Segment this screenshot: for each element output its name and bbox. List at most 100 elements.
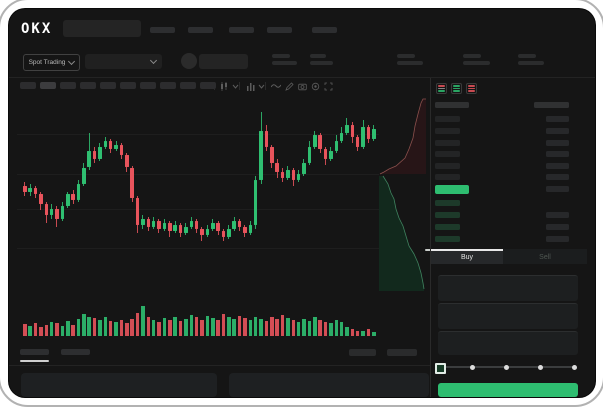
- ask-price-row[interactable]: [435, 116, 460, 122]
- slider-stop-dot[interactable]: [470, 364, 475, 370]
- slider-stop-dot[interactable]: [572, 364, 577, 370]
- ask-price-row[interactable]: [435, 140, 460, 146]
- slider-handle[interactable]: [435, 363, 446, 374]
- line-tool-icon[interactable]: [271, 81, 281, 91]
- tab-buy[interactable]: Buy: [431, 249, 503, 264]
- book-row-dash: [438, 90, 445, 92]
- candle: [130, 167, 134, 199]
- timeframe-button[interactable]: [200, 82, 216, 89]
- ask-amount: [546, 174, 569, 180]
- volume-bar: [259, 319, 263, 336]
- volume-bar: [227, 316, 231, 336]
- nav-item[interactable]: [188, 27, 213, 33]
- chart-bottom-tab[interactable]: [20, 349, 49, 355]
- volume-bar: [253, 317, 258, 336]
- volume-bar: [302, 318, 306, 336]
- candle: [184, 226, 188, 233]
- bottom-divider: [9, 365, 430, 366]
- volume-bar: [55, 323, 59, 336]
- volume-bar: [178, 321, 183, 336]
- volume-bar: [361, 331, 365, 336]
- book-row-dash: [453, 85, 460, 87]
- candle: [82, 167, 86, 184]
- camera-icon[interactable]: [297, 81, 307, 91]
- bid-price-row[interactable]: [435, 236, 460, 242]
- book-row-dash: [453, 90, 460, 92]
- ask-price-row[interactable]: [435, 163, 460, 169]
- bottom-right-button[interactable]: [349, 349, 376, 356]
- candle: [372, 128, 376, 139]
- timeframe-button[interactable]: [140, 82, 156, 89]
- slider-stop-dot[interactable]: [504, 364, 509, 370]
- volume-bar: [135, 312, 140, 336]
- coin-avatar[interactable]: [181, 53, 197, 69]
- bid-price-row[interactable]: [435, 224, 460, 230]
- toolbar-divider: [265, 82, 266, 90]
- pair-selector[interactable]: [85, 54, 162, 69]
- candle: [103, 140, 107, 147]
- settings-icon[interactable]: [310, 81, 320, 91]
- candlestick-chart[interactable]: [9, 97, 429, 347]
- bottom-right-button[interactable]: [387, 349, 417, 356]
- candle: [71, 194, 75, 201]
- market-type-selector[interactable]: Spot Trading: [23, 54, 80, 71]
- candle: [243, 226, 247, 233]
- ask-price-row[interactable]: [435, 174, 460, 180]
- timeframe-button[interactable]: [100, 82, 116, 89]
- nav-item[interactable]: [229, 27, 254, 33]
- slider-stop-dot[interactable]: [538, 364, 543, 370]
- candle-chart-icon[interactable]: [219, 81, 229, 91]
- candle: [280, 171, 285, 178]
- timeframe-button[interactable]: [60, 82, 76, 89]
- okx-logo: OKX: [21, 21, 53, 37]
- timeframe-button[interactable]: [80, 82, 96, 89]
- stat-value-placeholder: [463, 61, 490, 65]
- indicators-icon[interactable]: [245, 81, 255, 91]
- bid-amount: [546, 212, 569, 218]
- candle: [141, 218, 145, 225]
- market-type-label: Spot Trading: [28, 59, 66, 66]
- chevron-down-icon: [68, 57, 76, 66]
- book-bids-icon[interactable]: [451, 83, 462, 94]
- search-input[interactable]: [63, 20, 141, 37]
- nav-item[interactable]: [267, 27, 292, 33]
- timeframe-button[interactable]: [20, 82, 36, 89]
- total-field[interactable]: [438, 331, 578, 355]
- timeframe-button[interactable]: [120, 82, 136, 89]
- price-field[interactable]: [438, 275, 578, 301]
- book-both-icon[interactable]: [436, 83, 447, 94]
- amount-field[interactable]: [438, 303, 578, 329]
- nav-item[interactable]: [150, 27, 175, 33]
- candle: [253, 179, 258, 225]
- tab-sell[interactable]: Sell: [503, 249, 587, 264]
- ask-amount: [546, 151, 569, 157]
- chart-bottom-tab[interactable]: [61, 349, 90, 355]
- candle: [227, 229, 231, 238]
- depth-chart: [379, 98, 426, 291]
- volume-bar: [286, 318, 290, 336]
- chevron-down-icon[interactable]: [256, 81, 266, 91]
- book-asks-icon[interactable]: [466, 83, 477, 94]
- candle: [33, 188, 38, 195]
- candle: [28, 188, 32, 193]
- stat-label-placeholder: [272, 54, 290, 58]
- ask-price-row[interactable]: [435, 128, 460, 134]
- nav-item[interactable]: [312, 27, 337, 33]
- timeframe-button[interactable]: [180, 82, 196, 89]
- buy-submit-button[interactable]: [438, 383, 578, 397]
- last-price-highlight[interactable]: [435, 185, 469, 194]
- bid-price-row[interactable]: [435, 212, 460, 218]
- bid-price-row[interactable]: [435, 200, 460, 206]
- draw-icon[interactable]: [284, 81, 294, 91]
- candle: [189, 220, 193, 227]
- chevron-down-icon[interactable]: [230, 81, 240, 91]
- volume-bar: [173, 316, 177, 336]
- timeframe-button[interactable]: [160, 82, 176, 89]
- candle: [259, 130, 263, 180]
- orderbook-header-amount: [534, 102, 569, 108]
- volume-bar: [334, 320, 338, 336]
- fullscreen-icon[interactable]: [323, 81, 333, 91]
- timeframe-button[interactable]: [40, 82, 56, 89]
- volume-bar: [366, 329, 371, 336]
- ask-price-row[interactable]: [435, 151, 460, 157]
